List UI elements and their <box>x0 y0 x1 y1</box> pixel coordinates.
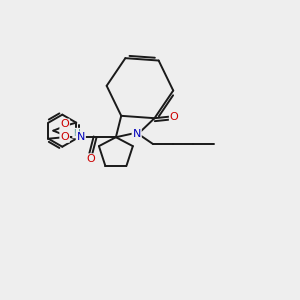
Text: O: O <box>60 132 69 142</box>
Text: N: N <box>76 132 85 142</box>
Text: O: O <box>86 154 95 164</box>
Text: O: O <box>170 112 178 122</box>
Text: N: N <box>133 129 141 139</box>
Text: O: O <box>60 119 69 129</box>
Text: H: H <box>73 129 80 138</box>
